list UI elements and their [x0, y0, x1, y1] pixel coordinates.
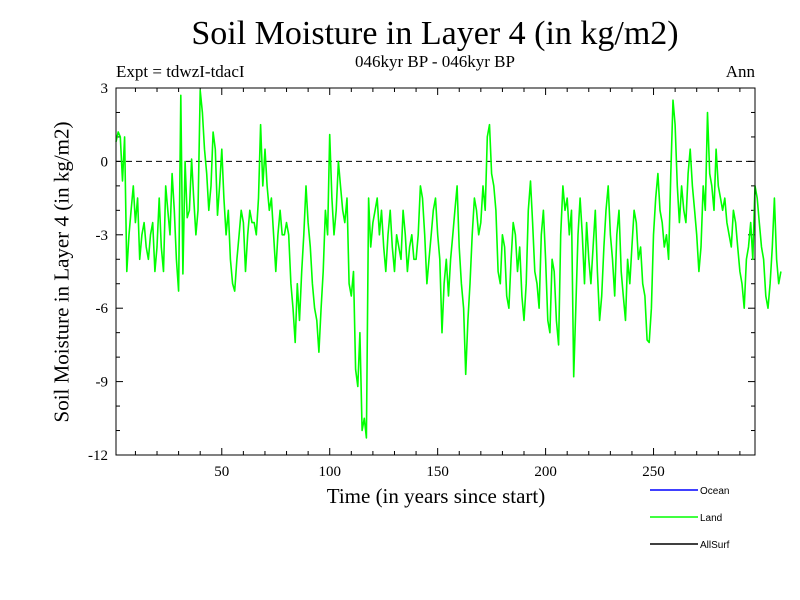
x-tick-label: 50 — [214, 464, 229, 480]
y-tick-label: 0 — [101, 154, 109, 170]
series-line-land — [115, 89, 782, 439]
legend-label-ocean: Ocean — [700, 486, 729, 497]
chart-title: Soil Moisture in Layer 4 (in kg/m2) — [191, 15, 679, 52]
x-tick-label: 100 — [318, 464, 341, 480]
x-tick-label: 150 — [426, 464, 449, 480]
x-tick-label: 250 — [642, 464, 665, 480]
tick-labels: 3 0 -3 -6 -9 -12 50 100 150 200 250 — [88, 81, 665, 480]
y-tick-label: -12 — [88, 448, 108, 464]
legend-label-allsurf: AllSurf — [700, 540, 730, 551]
y-tick-label: -6 — [96, 301, 109, 317]
experiment-label: Expt = tdwzI-tdacI — [116, 62, 245, 81]
legend-label-land: Land — [700, 513, 722, 524]
y-tick-label: -3 — [96, 228, 109, 244]
x-tick-label: 200 — [534, 464, 557, 480]
plot-frame — [115, 87, 756, 456]
y-tick-label: 3 — [101, 81, 109, 97]
x-axis-label: Time (in years since start) — [326, 484, 546, 508]
y-tick-label: -9 — [96, 375, 109, 391]
period-label: Ann — [725, 62, 755, 81]
data-series — [115, 89, 782, 439]
legend: Ocean Land AllSurf — [650, 486, 730, 551]
axis-ticks — [116, 87, 755, 456]
chart-subtitle: 046kyr BP - 046kyr BP — [355, 52, 515, 71]
